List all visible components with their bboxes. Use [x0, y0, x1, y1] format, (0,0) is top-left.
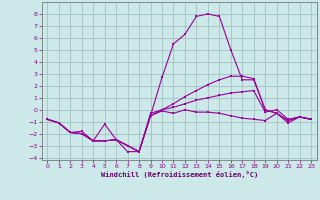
X-axis label: Windchill (Refroidissement éolien,°C): Windchill (Refroidissement éolien,°C)	[100, 171, 258, 178]
